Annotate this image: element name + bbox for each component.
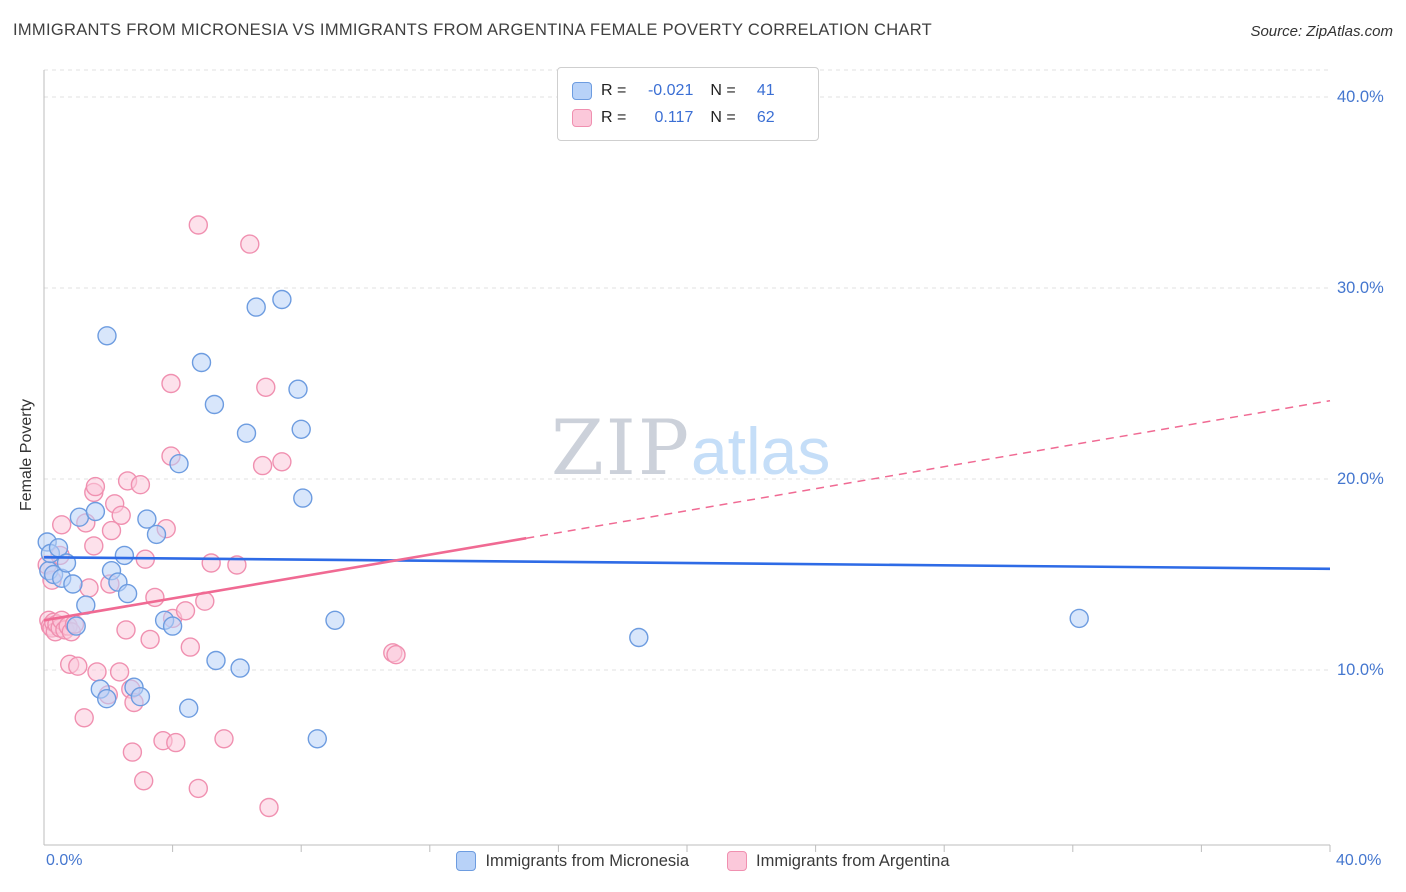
scatter-point-micronesia[interactable]	[63, 574, 83, 594]
scatter-point-micronesia[interactable]	[178, 698, 199, 718]
scatter-point-argentina[interactable]	[111, 505, 131, 525]
scatter-point-micronesia[interactable]	[146, 524, 167, 545]
scatter-point-argentina[interactable]	[109, 662, 130, 682]
x-axis-min-label: 0.0%	[46, 852, 83, 869]
correlation-legend-row-micronesia: R = -0.021 N = 41	[572, 77, 804, 104]
scatter-point-argentina[interactable]	[161, 373, 181, 394]
scatter-point-argentina[interactable]	[101, 520, 122, 541]
scatter-point-argentina[interactable]	[166, 732, 186, 753]
scatter-point-micronesia[interactable]	[191, 352, 212, 373]
scatter-point-micronesia[interactable]	[629, 627, 649, 648]
series-legend: Immigrants from Micronesia Immigrants fr…	[0, 851, 1406, 871]
legend-item-micronesia: Immigrants from Micronesia	[456, 851, 689, 871]
scatter-point-micronesia[interactable]	[325, 610, 345, 630]
scatter-point-argentina[interactable]	[180, 637, 201, 657]
scatter-point-argentina[interactable]	[116, 620, 136, 640]
scatter-point-micronesia[interactable]	[85, 501, 106, 522]
legend-label-micronesia: Immigrants from Micronesia	[485, 851, 690, 870]
scatter-point-argentina[interactable]	[240, 234, 260, 254]
n-label: N =	[710, 81, 736, 99]
scatter-point-argentina[interactable]	[256, 377, 276, 397]
scatter-point-micronesia[interactable]	[96, 689, 117, 709]
scatter-point-micronesia[interactable]	[288, 379, 308, 399]
y-tick-label-40: 40.0%	[1337, 88, 1384, 106]
scatter-point-argentina[interactable]	[85, 476, 106, 497]
micronesia-legend-swatch-icon	[456, 851, 477, 871]
y-tick-label-30: 30.0%	[1337, 279, 1384, 297]
scatter-point-argentina[interactable]	[87, 662, 107, 682]
scatter-point-argentina[interactable]	[74, 708, 94, 728]
scatter-point-micronesia[interactable]	[169, 454, 189, 474]
scatter-point-micronesia[interactable]	[117, 583, 138, 604]
n-label: N =	[710, 108, 736, 126]
scatter-point-micronesia[interactable]	[236, 423, 257, 443]
argentina-legend-swatch-icon	[727, 851, 748, 871]
scatter-point-micronesia[interactable]	[69, 507, 90, 527]
scatter-point-micronesia[interactable]	[230, 658, 250, 678]
micronesia-swatch-icon	[572, 81, 592, 100]
scatter-point-argentina[interactable]	[272, 452, 292, 472]
argentina-swatch-icon	[572, 108, 592, 127]
y-tick-label-10: 10.0%	[1337, 661, 1384, 679]
source-attribution: Source: ZipAtlas.com	[1250, 23, 1393, 40]
trend-line	[43, 536, 527, 622]
scatter-point-micronesia[interactable]	[272, 289, 292, 310]
scatter-point-argentina[interactable]	[84, 536, 104, 556]
scatter-point-argentina[interactable]	[386, 645, 406, 665]
scatter-point-argentina[interactable]	[188, 778, 209, 799]
legend-label-argentina: Immigrants from Argentina	[756, 851, 950, 870]
trend-line	[526, 399, 1331, 539]
correlation-legend: R = -0.021 N = 41 R = 0.117 N = 62	[557, 67, 819, 141]
scatter-point-micronesia[interactable]	[114, 545, 135, 566]
r-value: 0.117	[654, 108, 694, 126]
watermark-zip: ZIP	[551, 403, 691, 492]
n-value: 41	[756, 81, 775, 99]
scatter-point-micronesia[interactable]	[293, 488, 313, 508]
scatter-point-argentina[interactable]	[68, 656, 88, 676]
correlation-legend-row-argentina: R = 0.117 N = 62	[572, 104, 804, 131]
y-tick-label-20: 20.0%	[1337, 470, 1384, 488]
scatter-point-argentina[interactable]	[259, 797, 279, 818]
trend-line	[43, 556, 1331, 571]
scatter-point-argentina[interactable]	[227, 555, 247, 575]
r-value: -0.021	[647, 81, 694, 99]
scatter-point-micronesia[interactable]	[137, 509, 157, 529]
scatter-point-micronesia[interactable]	[204, 394, 225, 415]
page-title: IMMIGRANTS FROM MICRONESIA VS IMMIGRANTS…	[13, 21, 933, 39]
r-label: R =	[601, 81, 627, 99]
scatter-point-argentina[interactable]	[214, 729, 234, 749]
scatter-point-micronesia[interactable]	[246, 297, 266, 317]
scatter-point-argentina[interactable]	[252, 455, 273, 476]
scatter-point-argentina[interactable]	[201, 553, 221, 573]
watermark: ZIP atlas	[551, 403, 830, 492]
scatter-point-argentina[interactable]	[140, 629, 160, 650]
x-axis-max-label: 40.0%	[1336, 852, 1382, 869]
scatter-point-micronesia[interactable]	[130, 687, 151, 707]
legend-item-argentina: Immigrants from Argentina	[727, 851, 950, 871]
scatter-point-micronesia[interactable]	[162, 616, 183, 636]
scatter-point-argentina[interactable]	[130, 475, 151, 495]
scatter-point-micronesia[interactable]	[307, 729, 327, 749]
n-value: 62	[756, 108, 775, 126]
scatter-point-micronesia[interactable]	[1069, 608, 1089, 629]
scatter-point-micronesia[interactable]	[97, 326, 117, 346]
scatter-point-argentina[interactable]	[175, 601, 196, 621]
r-label: R =	[601, 108, 627, 126]
watermark-atlas: atlas	[690, 414, 831, 488]
scatter-point-argentina[interactable]	[188, 215, 209, 235]
scatter-point-micronesia[interactable]	[291, 419, 311, 439]
scatter-point-micronesia[interactable]	[66, 616, 86, 636]
scatter-point-argentina[interactable]	[133, 771, 154, 791]
scatter-point-argentina[interactable]	[79, 578, 99, 598]
scatter-point-micronesia[interactable]	[206, 650, 226, 671]
scatter-point-argentina[interactable]	[122, 742, 143, 762]
scatter-point-argentina[interactable]	[52, 515, 72, 535]
